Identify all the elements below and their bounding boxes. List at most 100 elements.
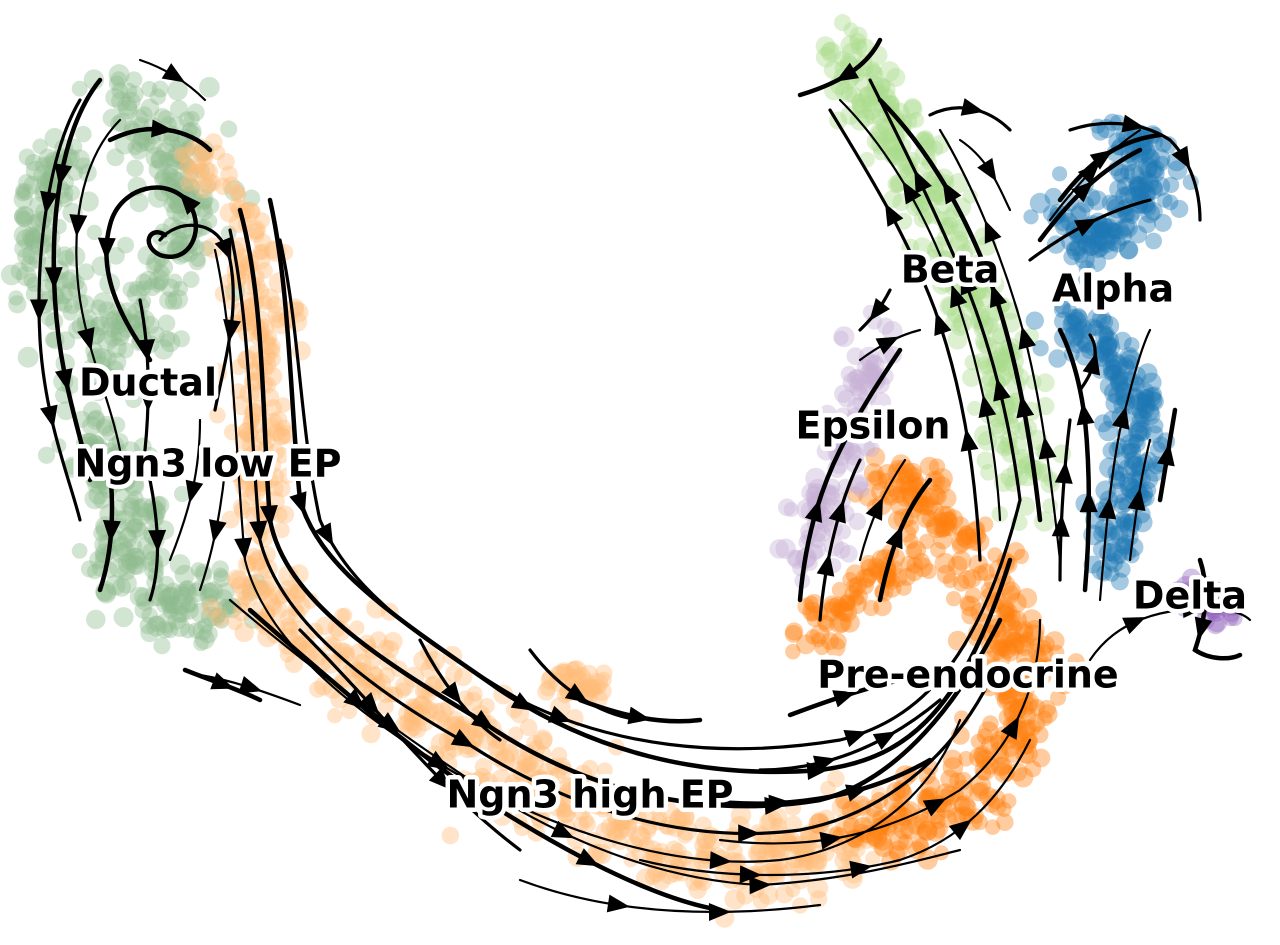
cell-point (1111, 438, 1128, 455)
cell-point (211, 560, 230, 579)
cell-point (117, 562, 136, 581)
cell-point (439, 744, 457, 761)
cell-point (977, 563, 995, 582)
cell-point (161, 167, 178, 184)
cell-point (129, 314, 145, 330)
cell-point (949, 235, 971, 256)
cell-point (942, 757, 964, 778)
cell-point (118, 473, 135, 490)
cell-point (178, 579, 197, 598)
cell-point (992, 346, 1010, 365)
cell-point (85, 454, 105, 474)
cell-point (199, 76, 220, 98)
cell-point (491, 769, 512, 790)
cell-point (229, 450, 249, 469)
cell-point (825, 637, 846, 658)
cell-point (170, 231, 189, 250)
cell-point (97, 330, 118, 351)
cell-point (148, 159, 169, 180)
cell-point (757, 844, 776, 863)
cell-point (71, 80, 88, 97)
cell-point (865, 828, 883, 846)
cell-point (500, 743, 519, 763)
cell-point (289, 564, 309, 584)
cell-point (101, 425, 118, 442)
cell-point (577, 673, 598, 694)
cell-point (936, 488, 957, 509)
cell-point (906, 556, 924, 574)
cell-point (23, 272, 39, 289)
cell-point (1007, 619, 1023, 635)
cell-point (982, 794, 1001, 813)
cell-point (860, 554, 878, 572)
cell-point (16, 183, 34, 201)
cell-point (918, 496, 939, 516)
cell-point (162, 216, 182, 236)
cell-point (113, 485, 130, 503)
cell-point (940, 511, 958, 529)
cell-point (1006, 541, 1026, 561)
cell-point (975, 288, 995, 308)
cell-point (153, 170, 171, 188)
cell-point (1048, 644, 1065, 661)
cell-point (186, 103, 205, 122)
cell-point (128, 280, 145, 297)
cell-point (221, 510, 240, 529)
cell-point (802, 601, 823, 622)
cell-point (592, 681, 612, 701)
cell-point (100, 442, 119, 460)
cell-point (147, 187, 169, 208)
cell-point (562, 777, 580, 795)
cell-point (992, 649, 1012, 668)
cluster-label-epsilon: Epsilon (796, 404, 951, 448)
cell-point (269, 410, 288, 429)
cell-point (479, 697, 495, 714)
cell-point (494, 750, 515, 771)
cluster-label-delta: Delta (1133, 574, 1247, 618)
cell-point (216, 599, 236, 618)
cell-point (837, 796, 856, 816)
cell-point (34, 156, 53, 174)
cell-point (999, 603, 1015, 619)
cell-point (264, 399, 283, 417)
cell-point (395, 682, 412, 698)
cell-point (63, 456, 82, 475)
cell-point (89, 550, 109, 570)
cell-point (978, 721, 999, 742)
cell-point (152, 583, 172, 603)
cell-point (987, 547, 1003, 563)
cell-point (840, 35, 861, 56)
cell-point (142, 278, 162, 297)
cell-point (57, 250, 75, 268)
cell-point (607, 794, 625, 812)
cell-point (851, 588, 868, 605)
cell-point (977, 516, 994, 533)
cell-point (160, 594, 178, 613)
cell-point (827, 769, 845, 788)
cell-point (164, 582, 183, 600)
cell-point (13, 208, 31, 225)
cell-point (163, 595, 182, 614)
cell-point (125, 391, 143, 409)
cell-point (868, 819, 889, 840)
cell-point (996, 813, 1014, 831)
cell-point (124, 515, 144, 535)
cell-point (112, 112, 133, 133)
cell-point (851, 831, 868, 848)
cell-point (947, 807, 967, 827)
cell-point (420, 700, 439, 720)
cell-point (202, 581, 224, 602)
cell-point (103, 328, 123, 347)
cell-point (815, 36, 836, 56)
cell-point (121, 91, 141, 112)
cell-point (680, 857, 702, 879)
cell-point (116, 464, 136, 484)
cell-point (242, 189, 261, 207)
cell-point (770, 817, 787, 834)
cell-point (24, 153, 42, 172)
cell-point (1038, 704, 1058, 724)
cell-point (96, 418, 113, 435)
cell-point (980, 735, 1000, 755)
cell-point (916, 508, 936, 528)
cell-point (129, 141, 148, 160)
